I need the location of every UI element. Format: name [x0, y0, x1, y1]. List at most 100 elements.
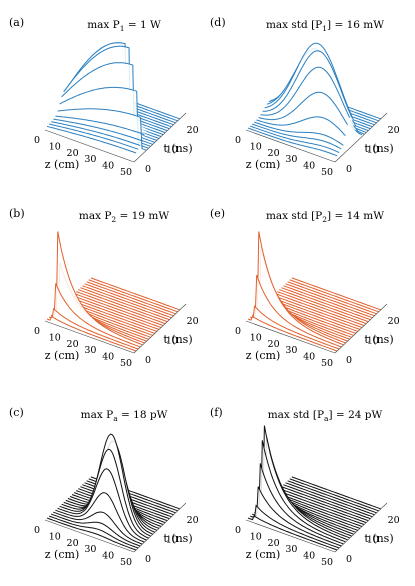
t-axis-label: t (ns)	[163, 142, 192, 155]
title-main: max std [P	[266, 210, 322, 222]
z-axis-label: z (cm)	[246, 548, 280, 561]
z-tick-label: 0	[235, 326, 241, 337]
z-tick-label: 30	[84, 345, 96, 356]
z-tick-label: 10	[250, 531, 262, 542]
title-subscript: 1	[322, 24, 327, 33]
t-tick-label: 0	[145, 355, 151, 366]
series-line	[291, 476, 381, 510]
z-tick-label: 10	[250, 141, 262, 152]
panel-label: (f)	[210, 406, 223, 419]
z-tick-label: 50	[321, 557, 333, 568]
t-axis-label: t (ns)	[364, 532, 393, 545]
series-line	[250, 305, 340, 350]
title-subscript: 1	[120, 24, 125, 33]
title-tail: = 1 W	[125, 19, 161, 31]
t-tick-label: 20	[388, 316, 400, 327]
series-line	[80, 287, 170, 321]
t-axis-line	[133, 502, 187, 553]
t-axis-line	[133, 303, 187, 354]
z-tick-label: 30	[84, 544, 96, 555]
panel-label: (d)	[210, 16, 226, 29]
series-line	[247, 515, 338, 551]
z-axis-line	[245, 129, 336, 163]
series-line	[277, 291, 367, 325]
series-line	[55, 115, 145, 136]
title-subscript: 2	[322, 215, 327, 224]
series-line	[285, 482, 375, 516]
title-main: max std [P	[268, 409, 324, 421]
t-tick-label: 10	[166, 534, 178, 545]
series-line	[49, 123, 139, 150]
z-tick-label: 40	[102, 551, 114, 562]
title-tail: ] = 24 pW	[329, 409, 383, 421]
z-tick-label: 20	[67, 339, 79, 350]
z-axis-label: z (cm)	[45, 158, 79, 171]
z-tick-label: 10	[250, 332, 262, 343]
t-tick-label: 20	[187, 125, 199, 136]
series-line	[287, 281, 377, 315]
z-tick-label: 20	[67, 538, 79, 549]
series-line	[46, 315, 137, 352]
series-line	[73, 293, 164, 327]
title-subscript: a	[324, 414, 329, 423]
title-main: max P	[79, 210, 112, 222]
series-line	[250, 504, 340, 549]
series-line	[78, 289, 168, 323]
series-line	[90, 277, 180, 311]
series-line	[71, 295, 162, 328]
z-tick-label: 50	[321, 167, 333, 178]
z-tick-label: 20	[67, 148, 79, 159]
series-line	[82, 285, 172, 319]
title-tail: ] = 16 mW	[327, 19, 384, 31]
series-line	[279, 289, 369, 323]
series-line	[88, 279, 178, 313]
z-tick-label: 50	[120, 167, 132, 178]
series-line	[281, 287, 371, 321]
z-axis-line	[44, 129, 135, 163]
z-axis-label: z (cm)	[45, 548, 79, 561]
series-line	[289, 279, 379, 313]
z-tick-label: 10	[49, 141, 61, 152]
z-tick-label: 40	[303, 161, 315, 172]
z-axis-line	[44, 320, 135, 354]
t-axis-line	[334, 502, 388, 553]
z-tick-label: 10	[49, 332, 61, 343]
z-tick-label: 0	[34, 525, 40, 536]
series-line	[272, 295, 363, 328]
series-line	[49, 515, 139, 549]
series-line	[86, 281, 176, 315]
t-tick-label: 20	[187, 316, 199, 327]
z-axis-line	[44, 519, 135, 553]
panel-title: max std [P1] = 16 mW	[266, 19, 384, 33]
series-line	[247, 127, 338, 157]
series-line	[252, 486, 342, 547]
series-line	[46, 517, 137, 551]
series-line	[283, 484, 373, 518]
z-tick-label: 50	[120, 358, 132, 369]
z-tick-label: 0	[235, 135, 241, 146]
t-axis-label: t (ns)	[163, 532, 192, 545]
title-main: max P	[87, 19, 120, 31]
z-tick-label: 0	[34, 326, 40, 337]
series-line	[277, 490, 367, 524]
title-tail: = 19 mW	[116, 210, 169, 222]
series-line	[285, 283, 375, 317]
z-tick-label: 30	[84, 154, 96, 165]
t-axis-line	[334, 112, 388, 163]
series-line	[258, 91, 348, 125]
t-axis-label: t (ns)	[163, 333, 192, 346]
series-line	[51, 283, 141, 348]
t-tick-label: 20	[388, 125, 400, 136]
z-tick-label: 50	[120, 557, 132, 568]
t-tick-label: 10	[166, 335, 178, 346]
t-tick-label: 10	[166, 144, 178, 155]
t-axis-label: t (ns)	[364, 142, 393, 155]
series-line	[274, 293, 365, 327]
panel-title: max P1 = 1 W	[87, 19, 161, 33]
z-axis-line	[245, 519, 336, 553]
